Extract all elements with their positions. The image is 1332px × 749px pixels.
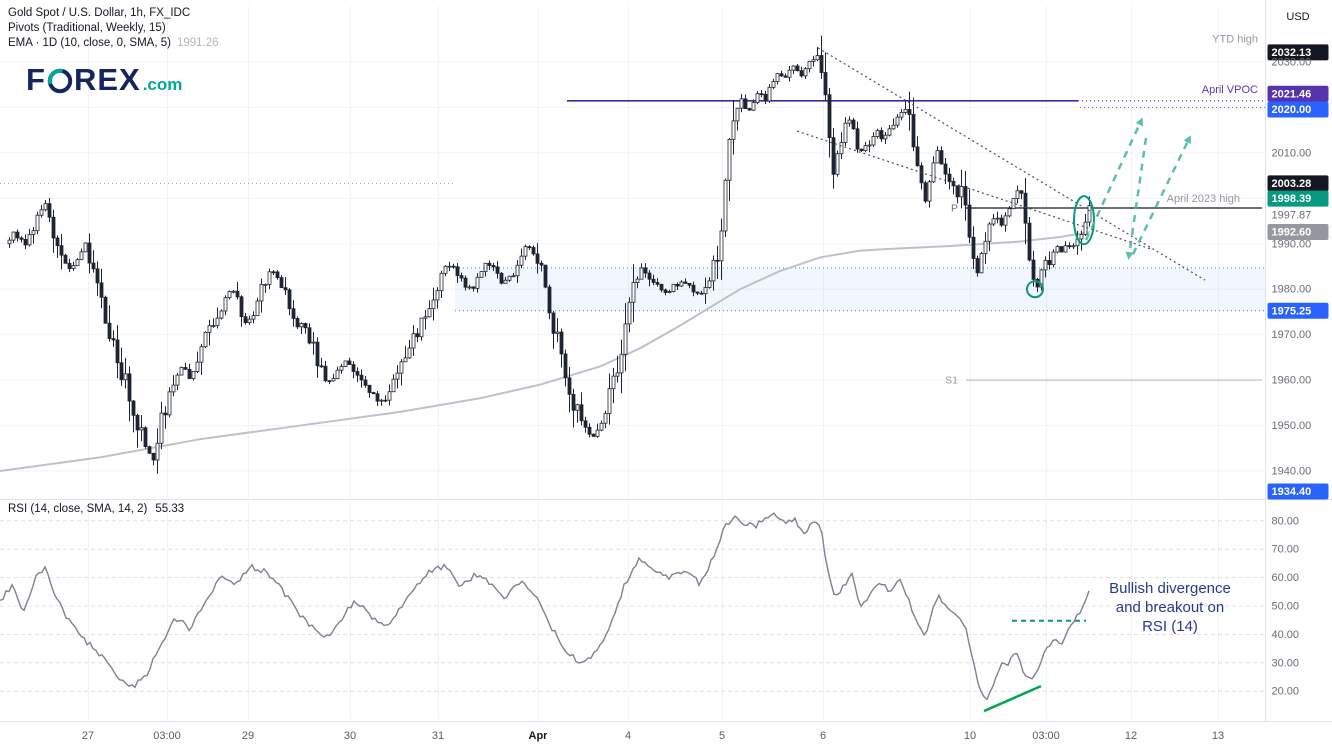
rsi-divergence-line: [983, 684, 1042, 713]
price-axis-badge: [1267, 190, 1329, 207]
pane-borders: [0, 0, 1332, 722]
time-axis-label: 6: [820, 730, 826, 742]
price-axis-label: 1990.00: [1272, 238, 1312, 250]
ema-value: 1991.26: [176, 37, 219, 49]
logo-text-com: .com: [142, 75, 183, 94]
price-axis-badge: [1267, 223, 1329, 240]
s1-label: S1: [945, 375, 958, 387]
price-axis-label: 1950.00: [1272, 420, 1312, 432]
time-axis-label: 12: [1125, 730, 1137, 742]
rsi-axis-label: 60.00: [1272, 572, 1300, 584]
pivot-lines[interactable]: S1 P April 2023 high: [945, 193, 1262, 387]
currency-label: USD: [1286, 11, 1309, 23]
value-band[interactable]: [0, 106, 1265, 312]
rsi-axis-label: 70.00: [1272, 544, 1300, 556]
time-axis-label: 30: [344, 730, 356, 742]
time-axis-label: 5: [719, 730, 725, 742]
price-axis-label: 1997.87: [1272, 210, 1312, 222]
symbol-title[interactable]: Gold Spot / U.S. Dollar, 1h, FX_IDC: [8, 7, 191, 19]
rsi-line: [0, 512, 1090, 701]
rsi-indicator-label[interactable]: RSI (14, close, SMA, 14, 2) 55.33: [8, 503, 185, 515]
price-axis-badge-label: 2003.28: [1272, 178, 1312, 190]
time-axis-label: 13: [1212, 730, 1224, 742]
price-axis-label: 2010.00: [1272, 147, 1312, 159]
price-axis-badge-label: 1992.60: [1272, 226, 1312, 238]
logo-text-rex: REX: [73, 62, 141, 97]
bullish-divergence-note[interactable]: Bullish divergence and breakout on RSI (…: [1109, 580, 1231, 635]
trend-channel[interactable]: [796, 47, 1206, 281]
price-axis-badge-label: 1998.39: [1272, 193, 1312, 205]
ema-line[interactable]: [0, 230, 1091, 472]
rsi-axis-label: 20.00: [1272, 686, 1300, 698]
rsi-axis-label: 80.00: [1272, 515, 1300, 527]
pivots-indicator-label[interactable]: Pivots (Traditional, Weekly, 15): [8, 22, 166, 34]
time-axis[interactable]: 27 03:00 29 30 31 Apr 4 5 6 10 03:00 12 13: [82, 730, 1224, 742]
price-axis-label: 1980.00: [1272, 284, 1312, 296]
price-axis-label: 1960.00: [1272, 375, 1312, 387]
time-axis-label: 03:00: [153, 730, 181, 742]
price-axis-label: 1970.00: [1272, 329, 1312, 341]
price-axis-badge-label: 2032.13: [1272, 47, 1312, 59]
price-axis-label: 1940.00: [1272, 466, 1312, 478]
price-axis-badge-label: 1934.40: [1272, 486, 1312, 498]
projection-arrows[interactable]: [1084, 117, 1191, 261]
price-axis-badge: [1267, 483, 1329, 500]
price-axis-badge-label: 2021.46: [1272, 88, 1312, 100]
april-vpoc-label: April VPOC: [1202, 84, 1258, 96]
forex-logo: F REX .com: [26, 62, 182, 98]
time-axis-label: 4: [625, 730, 631, 742]
logo-globe-icon: [47, 68, 73, 94]
rsi-axis-label: 40.00: [1272, 629, 1300, 641]
price-axis-badge: [1267, 302, 1329, 319]
price-axis-badge: [1267, 101, 1329, 118]
time-axis-label: 29: [242, 730, 254, 742]
level-notes: YTD high April VPOC: [1202, 33, 1258, 95]
price-axis-badge: [1267, 175, 1329, 192]
price-axis-badge: [1267, 85, 1329, 102]
time-axis-label: 03:00: [1032, 730, 1060, 742]
indicator-legend: Gold Spot / U.S. Dollar, 1h, FX_IDC Pivo…: [8, 6, 219, 51]
gridlines: [0, 6, 1265, 719]
time-axis-label: 27: [82, 730, 94, 742]
rsi-drawings[interactable]: [983, 619, 1086, 713]
time-axis-label: 10: [964, 730, 976, 742]
rsi-axis-label: 30.00: [1272, 657, 1300, 669]
ytd-high-label: YTD high: [1212, 33, 1258, 45]
pivot-p-label: P: [951, 203, 958, 215]
price-axis-badge-label: 1975.25: [1272, 305, 1312, 317]
ema-indicator-label[interactable]: EMA · 1D (10, close, 0, SMA, 5) 1991.26: [8, 37, 219, 49]
price-axis-badge-label: 2020.00: [1272, 104, 1312, 116]
logo-text-f: F: [26, 62, 46, 97]
price-axis-badge: [1267, 44, 1329, 61]
april-2023-high-label: April 2023 high: [1167, 193, 1240, 205]
rsi-axis-label: 50.00: [1272, 601, 1300, 613]
rsi-value: 55.33: [155, 503, 185, 515]
divergence-circles[interactable]: [1026, 195, 1095, 299]
candlestick-series: [7, 35, 1092, 474]
time-axis-label: 31: [432, 730, 444, 742]
price-axis-label: 2030.00: [1272, 57, 1312, 69]
time-axis-label: Apr: [529, 730, 549, 742]
